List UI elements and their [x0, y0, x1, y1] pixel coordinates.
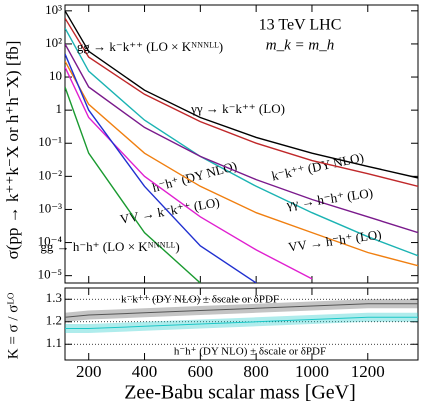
x-label: Zee-Babu scalar mass [GeV]: [124, 382, 356, 404]
y-tick-label: 10⁻⁴: [38, 234, 63, 249]
series-line: [65, 53, 257, 283]
top-frame: [64, 4, 419, 284]
y-tick-label: 10: [49, 68, 62, 83]
series-line: [65, 60, 418, 267]
y-tick-label: 10⁻⁵: [38, 267, 62, 282]
y-tick-label: 1: [56, 101, 63, 116]
y-label: σ(pp → k⁺⁺k⁻X or h⁺h⁻X) [fb]: [3, 41, 22, 260]
series-line: [65, 86, 201, 283]
series-label: k⁻k⁺⁺ (DY NLO) ± δscale or δPDF: [121, 294, 279, 306]
series-label: h⁻h⁺ (DY NLO) ± δscale or δPDF: [174, 346, 326, 358]
title: 13 TeV LHC: [259, 17, 342, 34]
series-line: [65, 43, 418, 234]
series-line: [65, 17, 418, 187]
series-line: [65, 27, 418, 257]
y-tick-label: 1.2: [46, 313, 62, 328]
series-line: [65, 10, 418, 179]
y-tick-label: 10²: [45, 35, 62, 50]
subtitle: m_k = m_h: [266, 37, 334, 53]
y-tick-label: 10³: [45, 2, 62, 17]
x-tick-label: 600: [188, 362, 214, 381]
x-tick-label: 400: [132, 362, 158, 381]
series-label: gg → k⁻k⁺⁺ (LO × Kᴺᴺᴺᴸᴸ): [77, 39, 223, 54]
series-label: γγ → h⁻h⁺ (LO): [285, 185, 374, 212]
bottom-frame: [64, 287, 419, 361]
series-label: VV → h⁻h⁺ (LO): [287, 227, 382, 255]
x-tick-label: 200: [76, 362, 102, 381]
series-line: [65, 303, 418, 318]
x-tick-label: 800: [243, 362, 269, 381]
y-tick-label: 10⁻³: [38, 200, 62, 215]
y-tick-label: 1.1: [46, 335, 62, 350]
y-tick-label: 10⁻²: [38, 167, 62, 182]
series-label: VV → k⁻k⁺⁺ (LO): [119, 194, 221, 226]
y-tick-label: 10⁻¹: [38, 134, 62, 149]
series-label: h⁻h⁺ (DY NLO): [151, 158, 239, 195]
x-tick-label: 1200: [351, 362, 385, 381]
series-label: γγ → k⁻k⁺⁺ (LO): [190, 101, 285, 116]
x-tick-label: 1000: [295, 362, 329, 381]
ratio-y-label: K = σ / σᴸᴼ: [5, 292, 21, 359]
series-line: [65, 66, 313, 280]
y-tick-label: 1.3: [46, 290, 62, 305]
series-line: [65, 316, 418, 329]
ratio-band: [65, 312, 418, 333]
series-label: gg → h⁻h⁺ (LO × Kᴺᴺᴺᴸᴸ): [40, 239, 179, 254]
